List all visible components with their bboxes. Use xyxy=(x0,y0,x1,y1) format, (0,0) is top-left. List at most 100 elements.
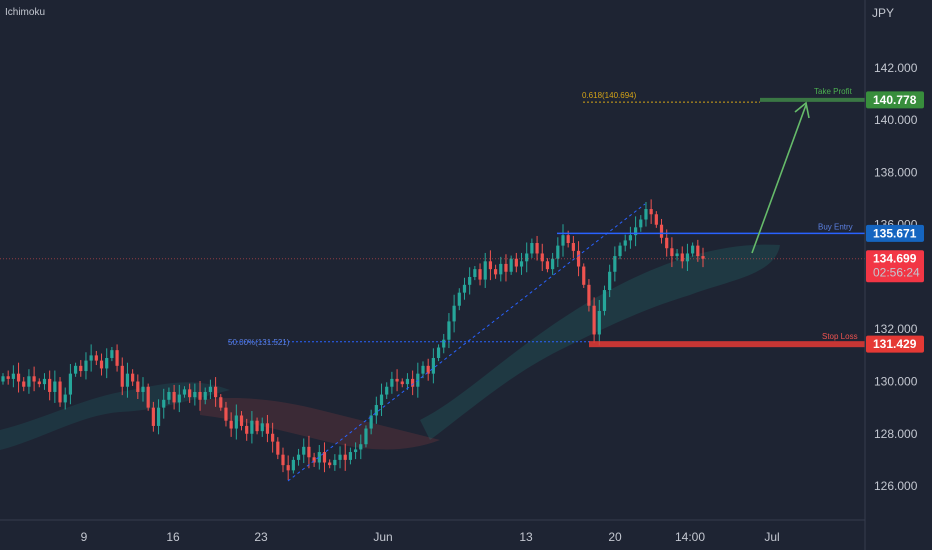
candle-49 xyxy=(255,417,259,435)
candle-103 xyxy=(535,235,539,261)
candle-23 xyxy=(120,357,124,396)
y-tick-1: 128.000 xyxy=(874,427,918,441)
svg-text:140.778: 140.778 xyxy=(873,93,917,107)
cloud-red-1 xyxy=(200,398,440,450)
y-tick-2: 130.000 xyxy=(874,375,918,389)
candle-50 xyxy=(260,417,264,437)
candle-118 xyxy=(613,246,617,282)
candle-82 xyxy=(426,358,430,381)
candle-44 xyxy=(229,412,233,437)
candle-73 xyxy=(379,383,384,416)
candle-83 xyxy=(431,348,435,384)
candle-43 xyxy=(224,401,228,427)
candle-131 xyxy=(680,246,684,269)
candle-90 xyxy=(468,267,472,295)
candle-135 xyxy=(701,247,705,268)
candle-65 xyxy=(338,446,342,469)
candle-54 xyxy=(281,447,285,473)
candle-27 xyxy=(141,377,145,402)
candle-12 xyxy=(63,387,67,410)
take-profit-label: Take Profit xyxy=(814,87,853,96)
candle-122 xyxy=(633,216,638,247)
candle-70 xyxy=(364,425,368,448)
candle-11 xyxy=(58,377,62,407)
candle-7 xyxy=(37,378,41,388)
candle-41 xyxy=(213,377,218,407)
buy-entry-tag: 135.671 xyxy=(866,224,924,242)
candle-111 xyxy=(576,241,581,277)
candle-42 xyxy=(219,394,223,411)
x-tick-1: 16 xyxy=(166,530,180,544)
candle-112 xyxy=(582,263,586,288)
candle-8 xyxy=(42,373,47,390)
candle-78 xyxy=(405,373,410,390)
buy-entry-label: Buy Entry xyxy=(818,222,853,231)
overlays-layer: 0.618(140.694) 50.00%(131.521) Take Prof… xyxy=(0,87,865,482)
candle-74 xyxy=(385,382,389,400)
candle-61 xyxy=(317,445,321,470)
fib-50-label: 50.00%(131.521) xyxy=(228,338,290,347)
candle-15 xyxy=(79,360,83,377)
candle-0 xyxy=(1,373,5,385)
candle-69 xyxy=(359,434,363,460)
candle-31 xyxy=(162,388,166,419)
stop-loss-tag: 131.429 xyxy=(866,335,924,353)
candle-106 xyxy=(551,252,555,275)
candle-14 xyxy=(73,362,78,377)
cloud-green-2 xyxy=(420,244,780,440)
candle-88 xyxy=(457,288,461,311)
candle-24 xyxy=(125,362,130,398)
candle-107 xyxy=(556,237,560,268)
candle-5 xyxy=(27,369,31,394)
candle-57 xyxy=(296,448,301,466)
candle-94 xyxy=(488,250,493,281)
candle-97 xyxy=(504,254,508,282)
candle-63 xyxy=(328,459,332,469)
candle-91 xyxy=(473,266,477,281)
candle-114 xyxy=(592,297,596,343)
candle-98 xyxy=(509,255,513,275)
svg-text:02:56:24: 02:56:24 xyxy=(873,266,920,280)
candle-133 xyxy=(691,242,695,257)
candle-117 xyxy=(608,264,612,298)
candle-38 xyxy=(198,380,202,411)
candle-1 xyxy=(6,370,10,385)
candle-121 xyxy=(628,226,633,249)
y-tick-6: 138.000 xyxy=(874,165,918,179)
candle-59 xyxy=(307,435,311,469)
candle-87 xyxy=(452,294,456,333)
candle-130 xyxy=(675,249,679,261)
candle-134 xyxy=(696,239,700,262)
candle-4 xyxy=(22,377,26,392)
candle-34 xyxy=(177,384,181,413)
candle-92 xyxy=(478,263,482,286)
candle-2 xyxy=(11,365,15,388)
candle-3 xyxy=(16,362,21,393)
candle-66 xyxy=(343,443,347,471)
candle-127 xyxy=(659,218,664,244)
candle-93 xyxy=(483,252,487,288)
candle-33 xyxy=(172,384,176,410)
candle-55 xyxy=(286,455,290,481)
candle-18 xyxy=(94,350,98,366)
candle-75 xyxy=(390,371,394,394)
candles-layer xyxy=(1,199,705,481)
candle-29 xyxy=(151,401,155,432)
candle-95 xyxy=(493,264,498,279)
fib-618-label: 0.618(140.694) xyxy=(582,91,637,100)
candle-125 xyxy=(649,199,653,224)
candle-37 xyxy=(193,383,197,406)
candle-68 xyxy=(353,442,358,460)
current-price-tag: 134.699 02:56:24 xyxy=(866,250,924,283)
candle-60 xyxy=(312,452,316,467)
target-arrow xyxy=(751,101,810,254)
candle-19 xyxy=(99,353,104,376)
candle-129 xyxy=(670,237,674,268)
indicator-label: Ichimoku xyxy=(5,7,46,18)
candle-35 xyxy=(182,386,187,398)
currency-label: JPY xyxy=(872,6,894,20)
stop-loss-band xyxy=(589,341,865,348)
candle-71 xyxy=(369,409,373,435)
candle-126 xyxy=(654,211,658,228)
